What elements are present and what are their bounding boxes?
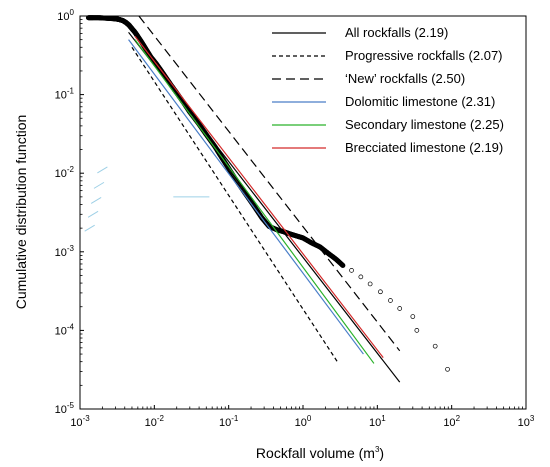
x-tick-label: 102 <box>443 414 460 429</box>
y-tick-label: 10-1 <box>55 87 75 102</box>
fit-lines-layer <box>128 15 401 383</box>
data-points-layer <box>85 15 450 372</box>
fit-line-4 <box>134 39 375 364</box>
stray-mark <box>87 210 99 218</box>
y-tick-label: 10-4 <box>55 322 75 337</box>
x-tick-label: 10-3 <box>70 414 90 429</box>
axis-ticks-layer: 10-3 10-2 10-1 100 101 102 10310010-110-210-31… <box>55 8 535 429</box>
data-point <box>410 314 416 319</box>
x-tick-label: 10-1 <box>219 414 239 429</box>
x-tick-label: 103 <box>518 414 535 429</box>
legend-label-progressive-rockfalls: Progressive rockfalls (2.07) <box>345 48 503 63</box>
legend-label-dolomitic-limestone: Dolomitic limestone (2.31) <box>345 94 495 109</box>
data-point <box>349 268 354 273</box>
data-point <box>432 343 438 349</box>
data-point <box>367 281 373 287</box>
x-axis-title: Rockfall volume (m3) <box>256 445 384 461</box>
stray-mark <box>97 166 108 174</box>
stray-mark <box>93 181 105 189</box>
y-axis-title: Cumulative distribution function <box>13 115 29 310</box>
stray-mark <box>84 224 95 232</box>
data-point <box>414 328 420 333</box>
fit-line-3 <box>128 39 364 355</box>
legend-label-secondary-limestone: Secondary limestone (2.25) <box>345 117 504 132</box>
y-tick-label: 10-5 <box>55 401 75 416</box>
fit-line-0 <box>128 31 401 383</box>
data-point <box>340 262 346 268</box>
stray-marks-layer <box>84 166 210 232</box>
y-tick-label: 100 <box>57 8 74 23</box>
x-tick-label: 10-2 <box>145 414 165 429</box>
plot-area <box>79 15 527 410</box>
y-tick-label: 10-3 <box>55 244 75 259</box>
stray-mark <box>90 197 102 204</box>
x-tick-label: 101 <box>369 414 386 429</box>
legend-label-all-rockfalls: All rockfalls (2.19) <box>345 25 448 40</box>
data-point <box>397 306 403 311</box>
data-point <box>445 366 450 372</box>
fit-line-5 <box>134 36 384 359</box>
legend: All rockfalls (2.19) Progressive rockfal… <box>272 25 504 155</box>
data-point <box>388 298 393 303</box>
data-point <box>358 274 364 280</box>
legend-label-new-rockfalls: ‘New’ rockfalls (2.50) <box>345 71 465 86</box>
legend-label-brecciated-limestone: Brecciated limestone (2.19) <box>345 140 503 155</box>
y-tick-label: 10-2 <box>55 165 75 180</box>
x-tick-label: 100 <box>295 414 312 429</box>
fit-line-2 <box>138 15 401 352</box>
data-point <box>378 289 383 295</box>
